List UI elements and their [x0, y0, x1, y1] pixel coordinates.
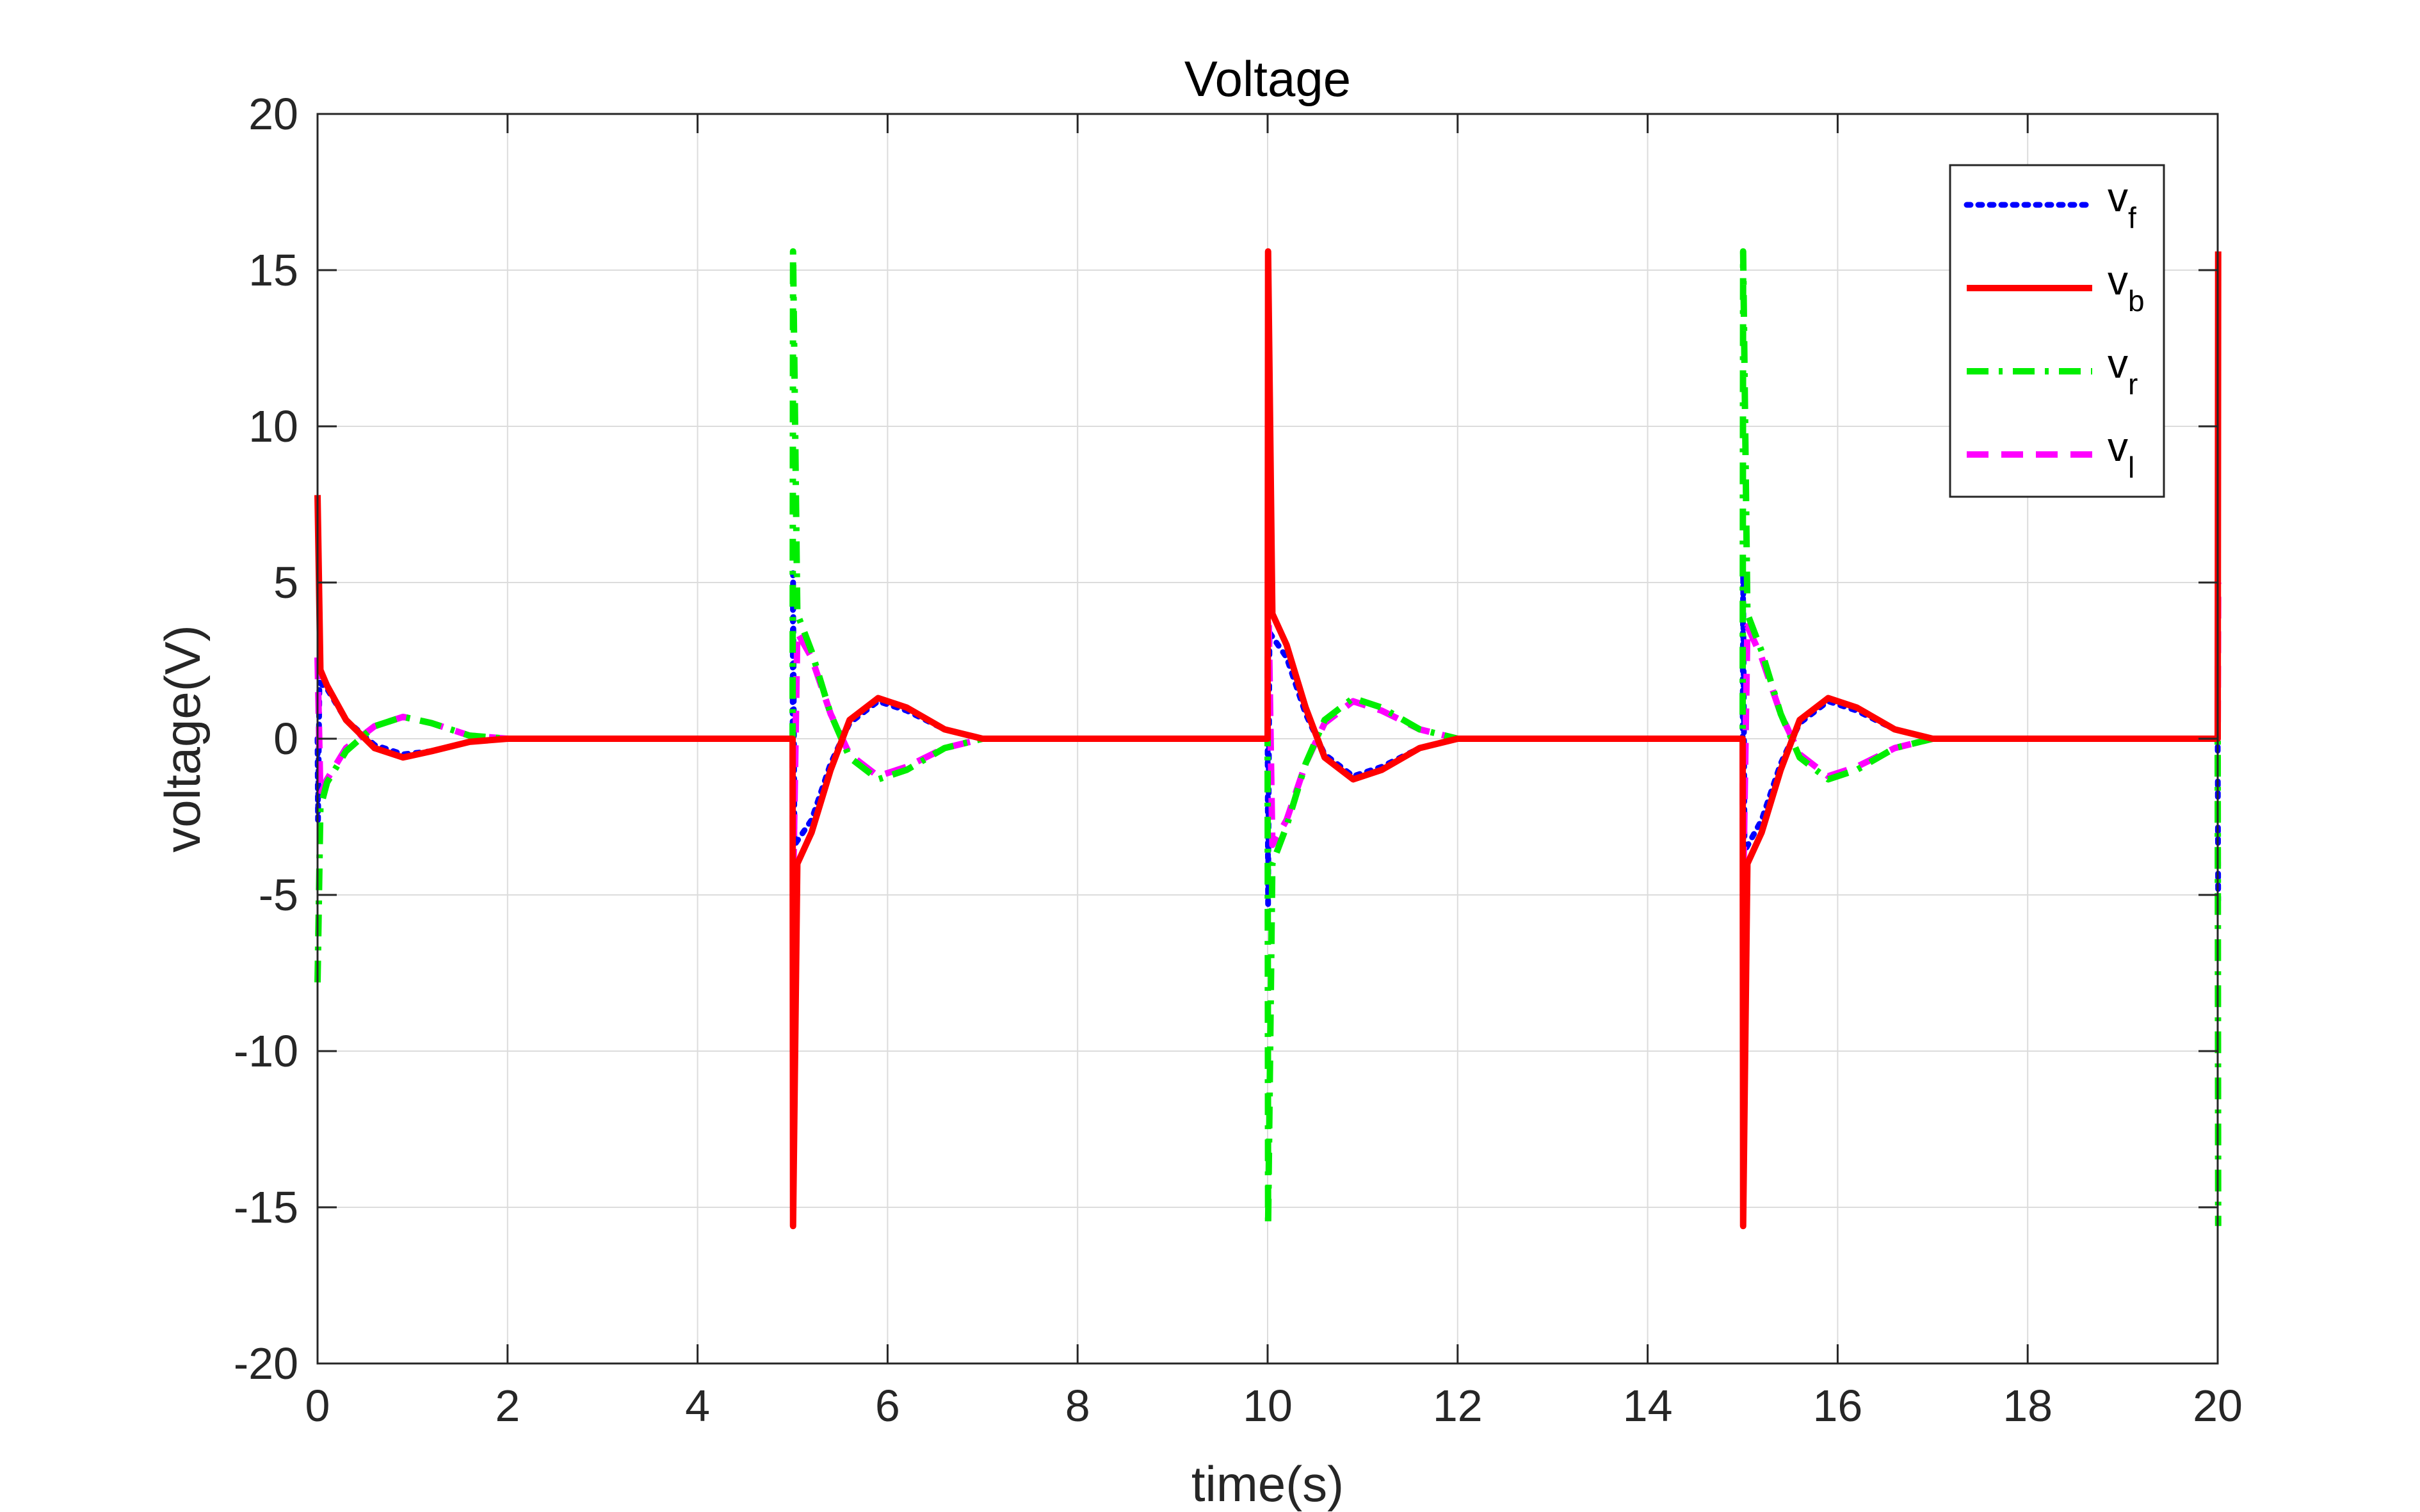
- legend-label: vb: [2108, 257, 2145, 318]
- series-lines: [314, 248, 2222, 1230]
- x-tick-label: 16: [1812, 1381, 1862, 1431]
- legend-label: vr: [2108, 341, 2138, 401]
- legend-label-subscript: l: [2128, 451, 2134, 484]
- x-tick-label: 12: [1433, 1381, 1483, 1431]
- legend-label-base: v: [2108, 257, 2128, 303]
- x-tick-label: 0: [305, 1381, 330, 1431]
- legend-label-subscript: f: [2128, 201, 2136, 234]
- x-tick-label: 2: [495, 1381, 520, 1431]
- y-axis-title: voltage(V): [154, 625, 211, 853]
- legend-label-base: v: [2108, 341, 2128, 387]
- x-tick-label: 18: [2003, 1381, 2053, 1431]
- y-tick-label: 10: [248, 401, 298, 451]
- series-line-v-b: [314, 248, 2222, 1230]
- y-tick-label: -15: [234, 1182, 298, 1232]
- legend-box: [1949, 164, 2165, 498]
- y-tick-label: 5: [273, 558, 298, 607]
- series-line-v-l: [314, 579, 2222, 898]
- y-tick-label: -20: [234, 1339, 298, 1388]
- legend-label-base: v: [2108, 174, 2128, 220]
- x-tick-label: 8: [1065, 1381, 1090, 1431]
- legend-label-subscript: r: [2128, 367, 2138, 401]
- chart-title: Voltage: [1184, 51, 1351, 107]
- y-tick-label: 20: [248, 89, 298, 139]
- x-tick-label: 20: [2193, 1381, 2243, 1431]
- legend-label: vf: [2108, 174, 2136, 234]
- x-tick-label: 4: [685, 1381, 710, 1431]
- x-axis-title: time(s): [1191, 1456, 1344, 1512]
- y-tick-label: 0: [273, 714, 298, 764]
- x-tick-label: 10: [1243, 1381, 1293, 1431]
- axis-ticks: [316, 113, 2219, 1365]
- y-tick-label: -10: [234, 1026, 298, 1076]
- y-tick-label: -5: [259, 870, 298, 920]
- x-tick-label: 6: [875, 1381, 900, 1431]
- y-tick-label: 15: [248, 245, 298, 295]
- legend-label-base: v: [2108, 424, 2128, 470]
- tick-labels: 0 2 4 6 8 10 12 14 16 18 20 -20 -15 -10 -5 0 5 10 15 20: [234, 89, 2243, 1431]
- legend-label-subscript: b: [2128, 284, 2145, 318]
- x-tick-label: 14: [1623, 1381, 1673, 1431]
- legend-label: vl: [2108, 424, 2134, 484]
